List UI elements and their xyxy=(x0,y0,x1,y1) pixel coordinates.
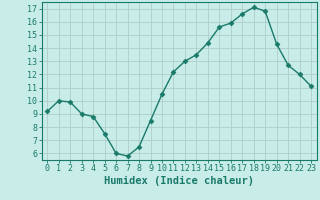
X-axis label: Humidex (Indice chaleur): Humidex (Indice chaleur) xyxy=(104,176,254,186)
